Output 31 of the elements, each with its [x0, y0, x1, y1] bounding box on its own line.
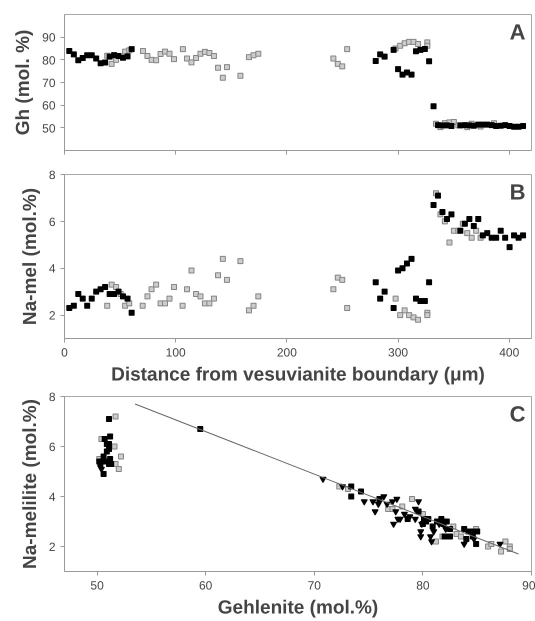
- y-tick-label: 6: [48, 214, 56, 229]
- x-tick-label: 60: [199, 578, 213, 592]
- x-tick-label: 50: [90, 578, 104, 592]
- annotation: B: [510, 180, 526, 204]
- annotation: C: [510, 402, 526, 426]
- y-tick-label: 8: [48, 390, 56, 404]
- x-axis-title: Distance from vesuvianite boundary (μm): [111, 364, 485, 386]
- y-tick-label: 2: [48, 308, 56, 323]
- y-tick-label: 60: [42, 98, 56, 113]
- x-tick-label: 90: [522, 578, 535, 592]
- y-tick-label: 4: [48, 490, 56, 504]
- y-axis-title: Gh (mol. %): [13, 30, 34, 136]
- y-axis-title: Na-mel (mol.%): [20, 188, 41, 326]
- x-tick-label: 100: [166, 346, 186, 360]
- x-tick-label: 300: [388, 346, 408, 360]
- x-axis-title: Gehlenite (mol.%): [218, 598, 378, 618]
- y-tick-label: 50: [42, 121, 56, 136]
- x-tick-label: 70: [308, 578, 322, 592]
- y-tick-label: 70: [42, 76, 56, 90]
- y-tick-label: 6: [48, 440, 56, 454]
- y-tick-label: 2: [48, 540, 56, 554]
- annotation: A: [510, 20, 526, 44]
- y-axis-title: Na-melilite (mol.%): [20, 399, 41, 569]
- y-tick-label: 80: [42, 53, 56, 68]
- y-tick-label: 90: [42, 30, 56, 45]
- x-tick-label: 200: [276, 346, 298, 360]
- x-tick-label: 80: [416, 578, 430, 592]
- x-tick-label: 0: [61, 346, 68, 360]
- y-tick-label: 4: [48, 262, 56, 276]
- y-tick-label: 8: [48, 168, 56, 182]
- x-tick-label: 400: [499, 346, 520, 360]
